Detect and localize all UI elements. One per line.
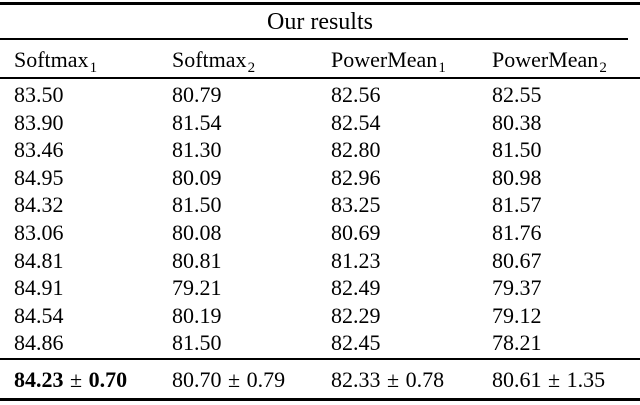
bottom-rule [0, 398, 640, 401]
table-row: 83.06 80.08 80.69 81.76 [0, 219, 640, 247]
plus-minus-symbol: ± [70, 367, 83, 392]
summary-midrule [0, 358, 640, 360]
table-row: 83.90 81.54 82.54 80.38 [0, 109, 640, 137]
table-cell: 84.91 [14, 275, 64, 301]
table-cell: 81.76 [492, 219, 542, 245]
top-rule [0, 2, 640, 5]
table-cell: 82.96 [331, 164, 381, 190]
column-header-subscript: 1 [89, 60, 98, 76]
header-midrule [0, 77, 640, 79]
summary-mean: 84.23 [14, 367, 64, 392]
table-cell: 81.50 [172, 192, 222, 218]
table-cell: 83.25 [331, 192, 381, 218]
summary-cell-powermean-1: 82.33 ± 0.78 [317, 360, 478, 399]
table-cell: 79.21 [172, 275, 222, 301]
table-title: Our results [267, 9, 373, 35]
table-cell: 81.54 [172, 109, 222, 135]
table-cell: 81.23 [331, 247, 381, 273]
summary-mean: 82.33 [331, 367, 381, 392]
table-row: 84.91 79.21 82.49 79.37 [0, 274, 640, 302]
table-cell: 80.38 [492, 109, 542, 135]
table-cell: 82.56 [331, 82, 381, 107]
table-cell: 82.55 [492, 82, 542, 107]
table-cell: 80.98 [492, 164, 542, 190]
table-cell: 79.37 [492, 275, 542, 301]
column-header-label: PowerMean [492, 47, 599, 72]
table-cell: 79.12 [492, 302, 542, 328]
table-cell: 83.46 [14, 137, 64, 163]
summary-mean: 80.61 [492, 367, 542, 392]
table-cell: 83.90 [14, 109, 64, 135]
table-row: 84.32 81.50 83.25 81.57 [0, 191, 640, 219]
column-header-subscript: 1 [438, 60, 446, 76]
table-cell: 82.29 [331, 302, 381, 328]
table-cell: 81.30 [172, 137, 222, 163]
plus-minus-symbol: ± [548, 367, 561, 392]
table-cell: 80.79 [172, 82, 222, 107]
table-cell: 84.95 [14, 164, 64, 190]
column-header-softmax-1: Softmax1 [0, 40, 158, 83]
summary-row: 84.23 ± 0.70 80.70 ± 0.79 82.33 ± 0.78 80.6… [0, 360, 640, 398]
table-cell: 82.45 [331, 330, 381, 356]
summary-cell-powermean-2: 80.61 ± 1.35 [478, 360, 640, 399]
table-cell: 82.54 [331, 109, 381, 135]
summary-std: 0.78 [405, 367, 445, 392]
column-header-softmax-2: Softmax2 [158, 40, 317, 83]
column-header-subscript: 2 [247, 60, 256, 76]
title-midrule [0, 38, 628, 40]
table-cell: 80.67 [492, 247, 542, 273]
table-cell: 84.32 [14, 192, 64, 218]
table-cell: 78.21 [492, 330, 542, 356]
column-header-subscript: 2 [599, 60, 607, 76]
table-row: 84.54 80.19 82.29 79.12 [0, 302, 640, 330]
column-header-label: Softmax [14, 47, 89, 72]
summary-mean: 80.70 [172, 367, 222, 392]
table-cell: 80.09 [172, 164, 222, 190]
table-row: 83.50 80.79 82.56 82.55 [0, 81, 640, 109]
table-cell: 80.69 [331, 219, 381, 245]
column-header-label: Softmax [172, 47, 247, 72]
table-cell: 81.57 [492, 192, 542, 218]
column-header-powermean-2: PowerMean2 [478, 40, 640, 83]
table-body: 83.50 80.79 82.56 82.55 83.90 81.54 82.54 80.38… [0, 79, 640, 358]
summary-cell-softmax-2: 80.70 ± 0.79 [158, 360, 317, 399]
plus-minus-symbol: ± [387, 367, 400, 392]
table-cell: 80.08 [172, 219, 222, 245]
header-row: Softmax1 Softmax2 PowerMean1 PowerMean2 [0, 40, 640, 77]
table-cell: 83.06 [14, 219, 64, 245]
table-cell: 80.81 [172, 247, 222, 273]
table-cell: 84.54 [14, 302, 64, 328]
table-row: 84.86 81.50 82.45 78.21 [0, 329, 640, 357]
summary-std: 0.79 [246, 367, 286, 392]
column-header-powermean-1: PowerMean1 [317, 40, 478, 83]
table-cell: 80.19 [172, 302, 222, 328]
table-cell: 82.80 [331, 137, 381, 163]
summary-std: 1.35 [566, 367, 606, 392]
table-row: 84.81 80.81 81.23 80.67 [0, 247, 640, 275]
column-header-label: PowerMean [331, 47, 438, 72]
summary-std: 0.70 [88, 367, 128, 392]
summary-cell-softmax-1: 84.23 ± 0.70 [0, 360, 158, 399]
table-row: 84.95 80.09 82.96 80.98 [0, 164, 640, 192]
table-cell: 84.81 [14, 247, 64, 273]
plus-minus-symbol: ± [228, 367, 241, 392]
table-cell: 83.50 [14, 82, 64, 107]
table-row: 83.46 81.30 82.80 81.50 [0, 136, 640, 164]
table-cell: 81.50 [492, 137, 542, 163]
table-cell: 82.49 [331, 275, 381, 301]
table-cell: 81.50 [172, 330, 222, 356]
table-cell: 84.86 [14, 330, 64, 356]
